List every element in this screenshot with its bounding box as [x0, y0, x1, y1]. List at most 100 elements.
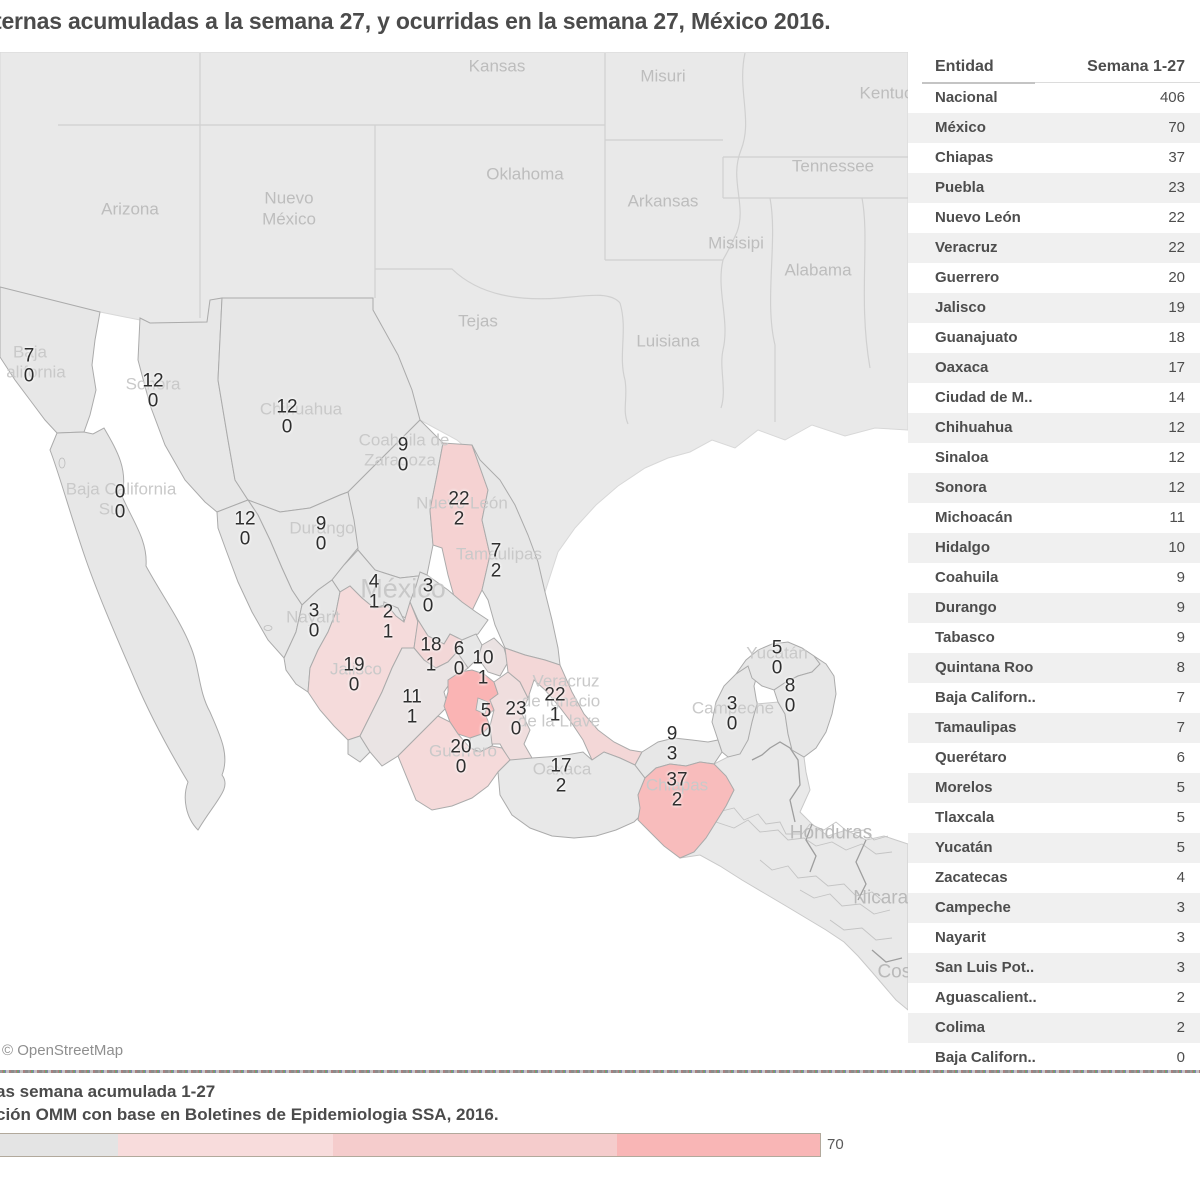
color-legend-bar[interactable]	[0, 1133, 821, 1157]
table-row[interactable]: Durango 9	[908, 593, 1200, 623]
value-label-baja-california-acum[interactable]: 7	[23, 345, 35, 367]
state-hidalgo[interactable]	[477, 637, 509, 677]
value-label-yucatan-week[interactable]: 0	[771, 657, 783, 679]
table-row[interactable]: Veracruz 22	[908, 233, 1200, 263]
value-label-baja-california-sur-acum[interactable]: 0	[114, 481, 126, 503]
state-quintana-roo[interactable]	[773, 655, 837, 758]
value-label-nayarit-acum[interactable]: 3	[308, 600, 320, 622]
table-row[interactable]: Colima 2	[908, 1013, 1200, 1043]
value-label-veracruz-acum[interactable]: 22	[544, 684, 566, 706]
table-row[interactable]: Querétaro 6	[908, 743, 1200, 773]
value-label-durango-acum[interactable]: 9	[315, 513, 327, 535]
table-row[interactable]: Chihuahua 12	[908, 413, 1200, 443]
table-row[interactable]: Yucatán 5	[908, 833, 1200, 863]
value-label-jalisco-acum[interactable]: 19	[343, 654, 365, 676]
table-row[interactable]: Nacional 406	[908, 83, 1200, 113]
value-label-sinaloa-acum[interactable]: 12	[234, 508, 256, 530]
value-label-chiapas-week[interactable]: 2	[671, 789, 683, 811]
table-row[interactable]: Guanajuato 18	[908, 323, 1200, 353]
value-label-puebla-week[interactable]: 0	[510, 718, 522, 740]
state-mexico[interactable]	[443, 669, 499, 739]
value-label-veracruz-week[interactable]: 1	[549, 704, 561, 726]
value-label-san-luis-potosi-week[interactable]: 0	[422, 595, 434, 617]
table-row[interactable]: Morelos 5	[908, 773, 1200, 803]
table-row[interactable]: Ciudad de M.. 14	[908, 383, 1200, 413]
table-row[interactable]: Michoacán 11	[908, 503, 1200, 533]
value-label-zacatecas-week[interactable]: 1	[368, 591, 380, 613]
value-label-michoacan-week[interactable]: 1	[406, 706, 418, 728]
value-label-nuevo-leon-week[interactable]: 2	[453, 508, 465, 530]
value-label-durango-week[interactable]: 0	[315, 533, 327, 555]
value-label-puebla-acum[interactable]: 23	[505, 698, 527, 720]
value-label-tamaulipas-week[interactable]: 2	[490, 560, 502, 582]
value-label-campeche-week[interactable]: 0	[726, 713, 738, 735]
table-row[interactable]: Tlaxcala 5	[908, 803, 1200, 833]
value-label-morelos-week[interactable]: 0	[480, 720, 492, 742]
value-label-campeche-acum[interactable]: 3	[726, 693, 738, 715]
value-label-morelos-acum[interactable]: 5	[480, 700, 492, 722]
table-row[interactable]: Sonora 12	[908, 473, 1200, 503]
value-label-guanajuato-acum[interactable]: 18	[420, 634, 442, 656]
value-label-coahuila-acum[interactable]: 9	[397, 434, 409, 456]
value-label-chihuahua-acum[interactable]: 12	[276, 396, 298, 418]
table-row[interactable]: Tamaulipas 7	[908, 713, 1200, 743]
value-label-oaxaca-acum[interactable]: 17	[550, 755, 572, 777]
value-label-guanajuato-week[interactable]: 1	[425, 654, 437, 676]
value-label-nayarit-week[interactable]: 0	[308, 620, 320, 642]
value-label-chiapas-acum[interactable]: 37	[666, 769, 688, 791]
value-label-hidalgo-week[interactable]: 1	[477, 667, 489, 689]
value-label-coahuila-week[interactable]: 0	[397, 454, 409, 476]
value-label-michoacan-acum[interactable]: 11	[402, 686, 422, 708]
column-header-entidad[interactable]: Entidad	[935, 58, 994, 75]
value-label-sonora-week[interactable]: 0	[147, 390, 159, 412]
state-baja-california-sur[interactable]	[49, 427, 226, 831]
state-campeche[interactable]	[711, 665, 759, 758]
value-label-sinaloa-week[interactable]: 0	[239, 528, 251, 550]
table-row[interactable]: Nayarit 3	[908, 923, 1200, 953]
state-guerrero[interactable]	[397, 715, 511, 811]
table-row[interactable]: San Luis Pot.. 3	[908, 953, 1200, 983]
map-canvas[interactable]: Kansas Misuri Kentuc Tennessee Oklahoma Arkan…	[0, 52, 908, 1072]
value-label-chihuahua-week[interactable]: 0	[281, 416, 293, 438]
value-label-yucatan-acum[interactable]: 5	[771, 637, 783, 659]
table-row[interactable]: Campeche 3	[908, 893, 1200, 923]
table-row[interactable]: Sinaloa 12	[908, 443, 1200, 473]
value-label-guerrero-week[interactable]: 0	[455, 756, 467, 778]
value-label-guerrero-acum[interactable]: 20	[450, 736, 472, 758]
state-chiapas[interactable]	[637, 761, 735, 859]
value-label-tabasco-week[interactable]: 3	[666, 743, 678, 765]
value-label-queretaro-week[interactable]: 0	[453, 658, 465, 680]
state-cdmx[interactable]	[475, 697, 489, 715]
table-row[interactable]: Tabasco 9	[908, 623, 1200, 653]
table-row[interactable]: Coahuila 9	[908, 563, 1200, 593]
table-row[interactable]: Chiapas 37	[908, 143, 1200, 173]
value-label-quintana-roo-acum[interactable]: 8	[784, 675, 796, 697]
value-label-aguascalientes-acum[interactable]: 2	[382, 601, 394, 623]
table-row[interactable]: Puebla 23	[908, 173, 1200, 203]
value-label-tamaulipas-acum[interactable]: 7	[490, 540, 502, 562]
table-row[interactable]: Baja Californ.. 0	[908, 1043, 1200, 1073]
value-label-baja-california-sur-week[interactable]: 0	[114, 501, 126, 523]
value-label-jalisco-week[interactable]: 0	[348, 674, 360, 696]
table-row[interactable]: Guerrero 20	[908, 263, 1200, 293]
osm-attribution[interactable]: © OpenStreetMap	[2, 1042, 124, 1059]
value-label-aguascalientes-week[interactable]: 1	[382, 621, 394, 643]
value-label-queretaro-acum[interactable]: 6	[453, 638, 465, 660]
value-label-hidalgo-acum[interactable]: 10	[472, 647, 494, 669]
value-label-tabasco-acum[interactable]: 9	[666, 723, 678, 745]
table-row[interactable]: Jalisco 19	[908, 293, 1200, 323]
state-colima[interactable]	[347, 735, 371, 763]
table-row[interactable]: Hidalgo 10	[908, 533, 1200, 563]
table-row[interactable]: México 70	[908, 113, 1200, 143]
value-label-baja-california-week[interactable]: 0	[23, 365, 35, 387]
value-label-nuevo-leon-acum[interactable]: 22	[448, 488, 470, 510]
value-label-quintana-roo-week[interactable]: 0	[784, 695, 796, 717]
table-row[interactable]: Zacatecas 4	[908, 863, 1200, 893]
value-label-oaxaca-week[interactable]: 2	[555, 775, 567, 797]
table-row[interactable]: Quintana Roo 8	[908, 653, 1200, 683]
value-label-zacatecas-acum[interactable]: 4	[368, 571, 380, 593]
table-row[interactable]: Baja Californ.. 7	[908, 683, 1200, 713]
table-row[interactable]: Oaxaca 17	[908, 353, 1200, 383]
table-row[interactable]: Nuevo León 22	[908, 203, 1200, 233]
value-label-sonora-acum[interactable]: 12	[142, 370, 164, 392]
